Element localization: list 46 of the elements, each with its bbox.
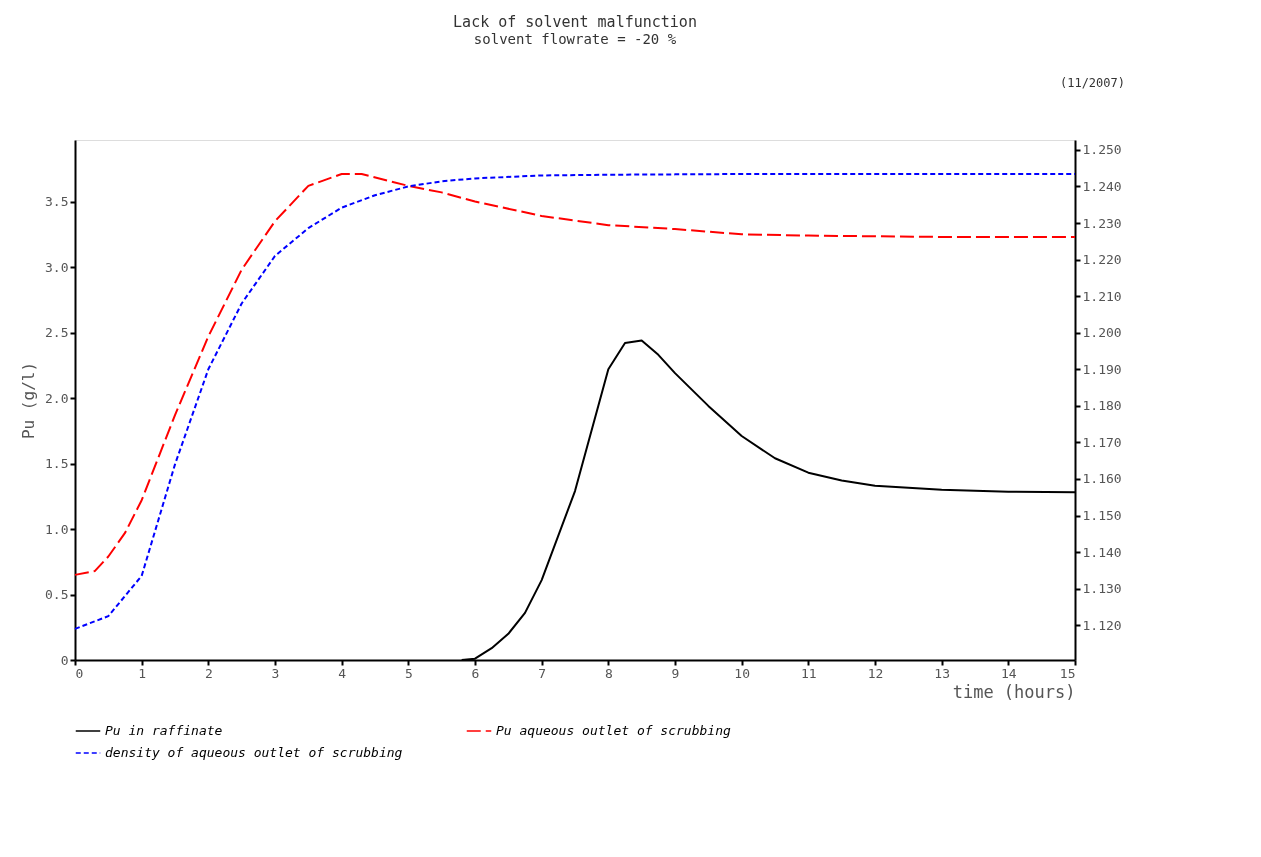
- x-tick-label: 6: [471, 665, 480, 681]
- y-tick-label: 3.0: [45, 259, 69, 275]
- y2-tick-label: 1.150: [1082, 508, 1122, 524]
- x-tick-label: 4: [338, 665, 347, 681]
- x-tick-label: 11: [801, 665, 817, 681]
- legend-label: Pu in raffinate: [105, 723, 223, 738]
- y-tick-label: 1.0: [45, 521, 69, 537]
- x-tick-label: 15: [1059, 665, 1076, 681]
- y2-tick-label: 1.210: [1082, 288, 1122, 304]
- x-tick-label: 14: [1001, 665, 1017, 681]
- x-tick-label: 10: [734, 665, 750, 681]
- x-tick-label: 3: [271, 665, 280, 681]
- x-tick-label: 5: [404, 665, 413, 681]
- y-tick-label: 1.5: [45, 456, 69, 472]
- y2-tick-label: 1.170: [1082, 434, 1122, 450]
- y2-tick-label: 1.130: [1082, 581, 1122, 597]
- text: (11/2007): [1059, 76, 1125, 90]
- x-tick-label: 9: [671, 665, 680, 681]
- x-tick-label: 0: [75, 665, 84, 681]
- y-tick-label: 0: [60, 652, 69, 668]
- y2-tick-label: 1.160: [1082, 471, 1122, 487]
- y-tick-label: 3.5: [45, 194, 69, 210]
- legend-label: Pu aqueous outlet of scrubbing: [496, 723, 731, 738]
- y2-tick-label: 1.120: [1082, 617, 1122, 633]
- x-tick-label: 1: [138, 665, 147, 681]
- y2-tick-label: 1.240: [1082, 178, 1122, 194]
- chart-title: Lack of solvent malfunction: [453, 13, 697, 31]
- x-tick-label: 13: [934, 665, 950, 681]
- y-tick-label: 0.5: [45, 587, 69, 603]
- y-tick-label: 2.5: [45, 325, 69, 341]
- x-tick-label: 8: [604, 665, 613, 681]
- x-tick-label: 12: [867, 665, 884, 681]
- y2-tick-label: 1.250: [1082, 142, 1122, 158]
- y2-tick-label: 1.190: [1082, 361, 1122, 377]
- y-axis-title: Pu (g/l): [19, 361, 39, 440]
- x-axis-title: time (hours): [952, 681, 1076, 702]
- x-tick-label: 2: [204, 665, 213, 681]
- y2-tick-label: 1.140: [1082, 544, 1122, 560]
- x-tick-label: 7: [538, 665, 547, 681]
- y2-tick-label: 1.200: [1082, 325, 1122, 341]
- legend-label: density of aqueous outlet of scrubbing: [105, 745, 403, 760]
- y2-tick-label: 1.220: [1082, 252, 1122, 268]
- y2-tick-label: 1.180: [1082, 398, 1122, 414]
- y-tick-label: 2.0: [45, 390, 69, 406]
- y2-tick-label: 1.230: [1082, 215, 1122, 231]
- chart-subtitle: solvent flowrate = -20 %: [473, 31, 677, 47]
